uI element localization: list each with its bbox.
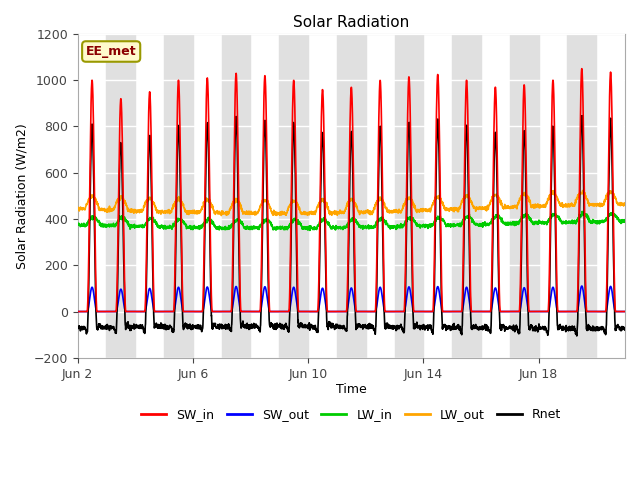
- Bar: [106, 34, 135, 358]
- Bar: [221, 34, 250, 358]
- LW_out: [356, 209, 364, 215]
- LW_out: [488, 197, 495, 203]
- SW_out: [621, 309, 629, 314]
- Rnet: [487, 323, 495, 328]
- LW_in: [579, 208, 586, 214]
- Line: LW_out: LW_out: [77, 191, 625, 216]
- LW_in: [488, 218, 495, 224]
- SW_out: [487, 308, 495, 313]
- Rnet: [573, 333, 580, 339]
- Bar: [337, 34, 365, 358]
- LW_in: [621, 219, 629, 225]
- LW_out: [621, 201, 629, 207]
- LW_out: [124, 206, 132, 212]
- SW_out: [420, 309, 428, 314]
- SW_out: [74, 309, 81, 314]
- LW_in: [74, 221, 81, 227]
- LW_out: [579, 188, 586, 193]
- SW_out: [578, 283, 586, 289]
- LW_in: [356, 225, 364, 231]
- SW_in: [578, 66, 586, 72]
- SW_out: [124, 309, 132, 314]
- LW_out: [353, 204, 361, 210]
- Title: Solar Radiation: Solar Radiation: [293, 15, 410, 30]
- LW_out: [74, 206, 81, 212]
- Rnet: [579, 113, 586, 119]
- SW_in: [353, 309, 361, 314]
- SW_out: [356, 309, 364, 314]
- SW_in: [621, 309, 629, 314]
- LW_in: [572, 219, 579, 225]
- Bar: [394, 34, 423, 358]
- SW_in: [74, 309, 81, 314]
- X-axis label: Time: Time: [336, 384, 367, 396]
- SW_out: [353, 309, 361, 314]
- SW_out: [572, 309, 579, 314]
- Bar: [279, 34, 308, 358]
- LW_out: [420, 207, 428, 213]
- Rnet: [356, 322, 364, 328]
- Rnet: [74, 324, 81, 330]
- LW_in: [420, 224, 428, 229]
- Bar: [568, 34, 596, 358]
- Y-axis label: Solar Radiation (W/m2): Solar Radiation (W/m2): [15, 123, 28, 269]
- Rnet: [124, 324, 132, 329]
- Bar: [164, 34, 193, 358]
- Legend: SW_in, SW_out, LW_in, LW_out, Rnet: SW_in, SW_out, LW_in, LW_out, Rnet: [136, 403, 566, 426]
- SW_in: [124, 309, 132, 314]
- SW_in: [356, 309, 364, 314]
- Line: SW_in: SW_in: [77, 69, 625, 312]
- LW_out: [572, 197, 579, 203]
- Bar: [452, 34, 481, 358]
- Rnet: [353, 325, 361, 331]
- LW_in: [353, 221, 361, 227]
- Text: EE_met: EE_met: [86, 45, 136, 58]
- LW_in: [306, 228, 314, 233]
- Rnet: [420, 325, 428, 331]
- SW_in: [420, 309, 428, 314]
- SW_in: [572, 309, 579, 314]
- LW_out: [218, 213, 225, 218]
- Line: SW_out: SW_out: [77, 286, 625, 312]
- Rnet: [572, 327, 579, 333]
- Line: Rnet: Rnet: [77, 116, 625, 336]
- Line: LW_in: LW_in: [77, 211, 625, 230]
- Rnet: [621, 327, 629, 333]
- LW_in: [124, 221, 132, 227]
- SW_in: [487, 299, 495, 305]
- Bar: [510, 34, 539, 358]
